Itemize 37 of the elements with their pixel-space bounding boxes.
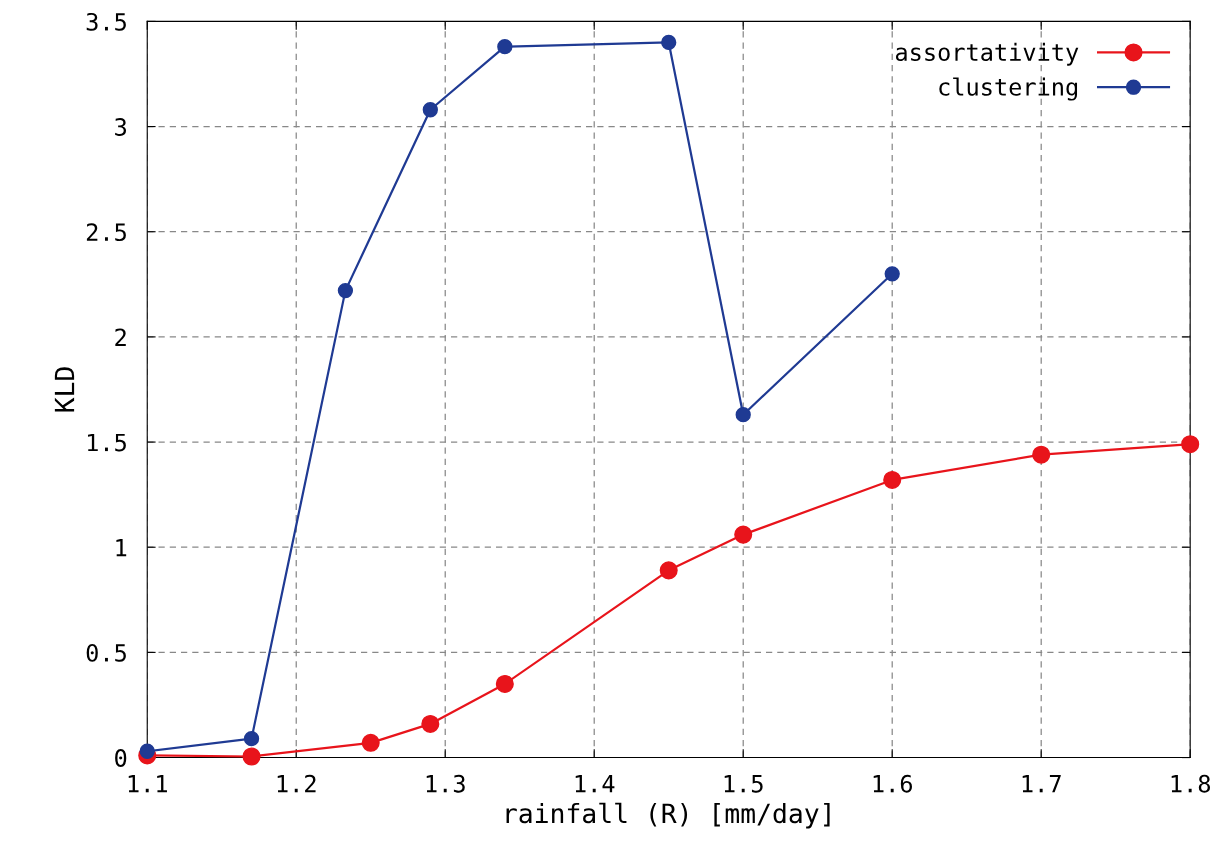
point xyxy=(1032,445,1051,464)
legend-label: clustering xyxy=(939,77,1078,101)
x-axis-title: rainfall (R) [mm/day] xyxy=(506,802,830,829)
point xyxy=(661,34,677,51)
point xyxy=(242,747,261,766)
y-tick-label: 2 xyxy=(115,328,126,346)
y-tick-label: 1 xyxy=(116,539,127,557)
point xyxy=(139,743,155,759)
x-tick-label: 1.8 xyxy=(1171,774,1210,793)
y-tick-label: 0.5 xyxy=(86,643,126,662)
y-tick-label: 3.5 xyxy=(86,12,126,31)
point xyxy=(243,730,260,747)
y-tick-label: 1.5 xyxy=(87,433,126,452)
y-axis-title: KLD xyxy=(54,367,75,412)
x-tick-label: 1.7 xyxy=(1022,775,1061,793)
y-tick-label: 3 xyxy=(115,118,127,136)
point xyxy=(884,266,900,282)
point xyxy=(337,282,354,299)
point xyxy=(495,674,514,693)
point xyxy=(361,733,380,752)
point xyxy=(422,102,438,118)
x-tick-label: 1.4 xyxy=(575,775,615,793)
point xyxy=(735,407,751,423)
x-tick-label: 1.3 xyxy=(426,774,465,793)
x-tick-label: 1.5 xyxy=(724,775,763,793)
point xyxy=(421,714,440,733)
point xyxy=(1181,435,1200,454)
x-tick-label: 1.1 xyxy=(128,775,167,793)
point xyxy=(497,39,513,55)
legend-label: assortativity xyxy=(895,42,1079,66)
x-tick-label: 1.6 xyxy=(873,774,912,793)
y-tick-label: 0 xyxy=(115,749,127,767)
point xyxy=(883,470,902,489)
y-tick-label: 2.5 xyxy=(86,223,126,242)
point xyxy=(734,525,753,544)
x-tick-label: 1.2 xyxy=(277,774,316,793)
point xyxy=(659,561,678,580)
